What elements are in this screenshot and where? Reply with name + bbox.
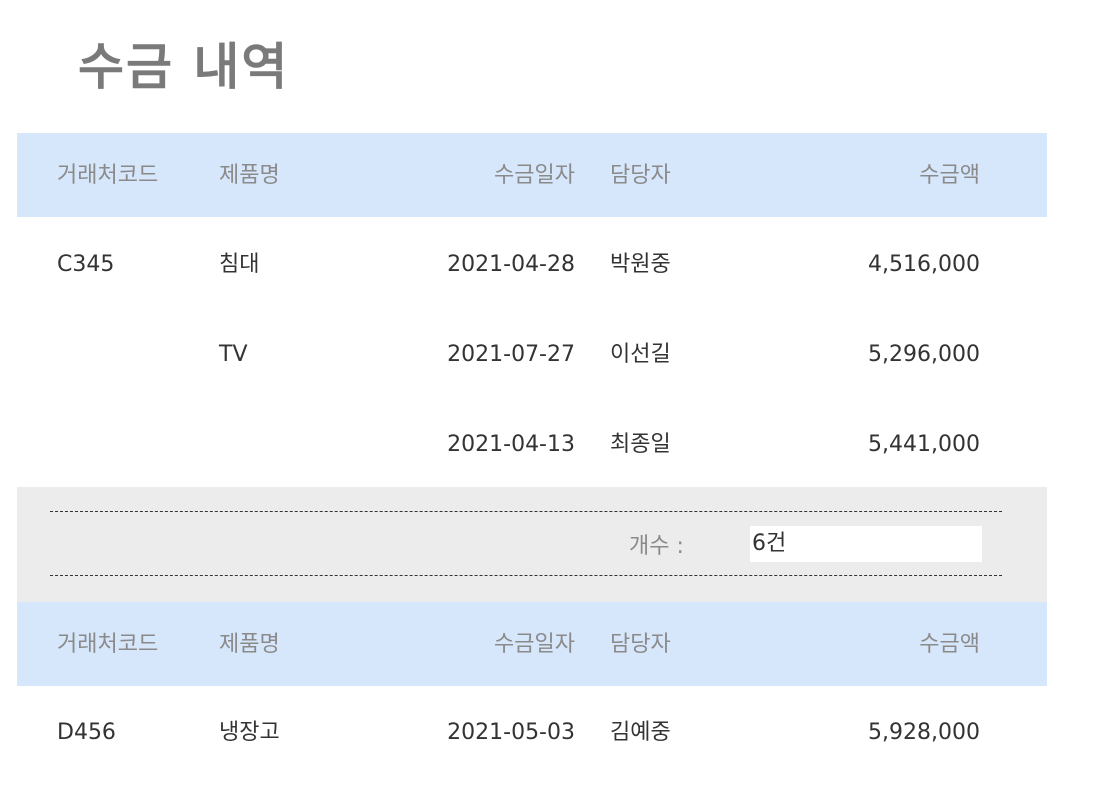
column-header-product: 제품명 [219, 163, 280, 188]
column-header-collection-date: 수금일자 [494, 632, 575, 657]
column-header-collection-date: 수금일자 [494, 163, 575, 188]
amount-cell: 5,928,000 [868, 720, 980, 745]
column-header-manager: 담당자 [610, 632, 671, 657]
group-header: 거래처코드 제품명 수금일자 담당자 수금액 [17, 133, 1047, 217]
date-cell: 2021-07-27 [447, 342, 575, 367]
date-cell: 2021-04-28 [447, 252, 575, 277]
dashed-divider [50, 575, 1002, 576]
table-row: 2021-04-13 최종일 5,441,000 [17, 400, 1047, 490]
amount-cell: 4,516,000 [868, 252, 980, 277]
product-cell: 침대 [219, 252, 260, 277]
count-label: 개수 : [629, 534, 684, 559]
column-header-manager: 담당자 [610, 163, 671, 188]
dashed-divider [50, 511, 1002, 512]
date-cell: 2021-04-13 [447, 432, 575, 457]
table-row: C345 침대 2021-04-28 박원중 4,516,000 [17, 220, 1047, 310]
report-title: 수금 내역 [78, 38, 290, 96]
group-footer: 개수 : 6건 [17, 487, 1047, 602]
amount-cell: 5,296,000 [868, 342, 980, 367]
group-header: 거래처코드 제품명 수금일자 담당자 수금액 [17, 602, 1047, 686]
date-cell: 2021-05-03 [447, 720, 575, 745]
product-cell: 냉장고 [219, 720, 280, 745]
manager-cell: 이선길 [610, 342, 671, 367]
column-header-product: 제품명 [219, 632, 280, 657]
manager-cell: 최종일 [610, 432, 671, 457]
column-header-amount: 수금액 [919, 163, 980, 188]
column-header-client-code: 거래처코드 [57, 163, 159, 188]
count-value: 6건 [750, 526, 982, 562]
client-code-cell: D456 [57, 720, 116, 745]
manager-cell: 김예중 [610, 720, 671, 745]
table-row: D456 냉장고 2021-05-03 김예중 5,928,000 [17, 688, 1047, 778]
manager-cell: 박원중 [610, 252, 671, 277]
table-row: TV 2021-07-27 이선길 5,296,000 [17, 310, 1047, 400]
product-cell: TV [219, 342, 248, 367]
column-header-amount: 수금액 [919, 632, 980, 657]
amount-cell: 5,441,000 [868, 432, 980, 457]
column-header-client-code: 거래처코드 [57, 632, 159, 657]
client-code-cell: C345 [57, 252, 115, 277]
